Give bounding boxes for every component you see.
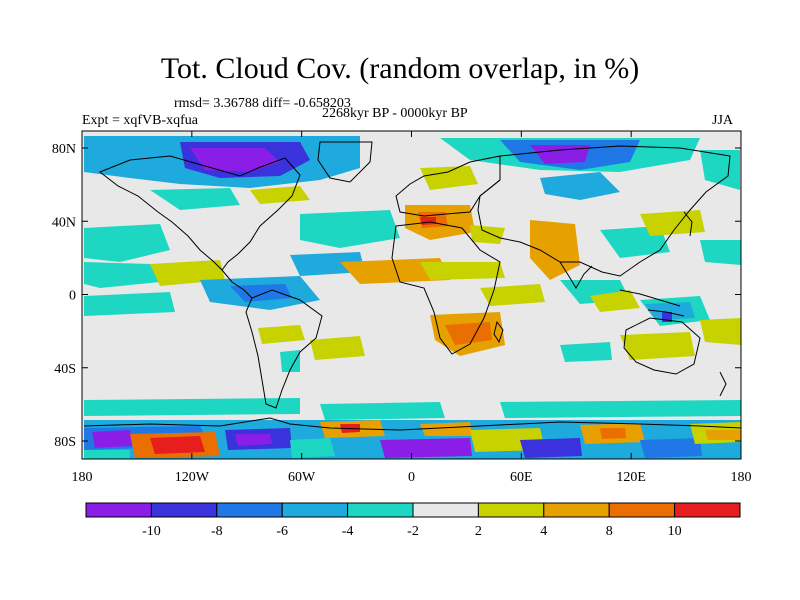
lat-label: 40N	[52, 215, 76, 230]
lat-label: 80S	[54, 435, 76, 450]
lon-label: 60E	[510, 470, 533, 485]
lon-label: 0	[408, 470, 415, 485]
lon-label: 120E	[616, 470, 646, 485]
colorbar-box	[412, 502, 479, 518]
colorbar-label: 8	[606, 524, 613, 539]
longitude-labels: 180 120W 60W 0 60E 120E 180	[72, 470, 752, 485]
colorbar-box	[543, 502, 610, 518]
coastline-antarctica	[83, 417, 741, 431]
lon-label: 60W	[288, 470, 316, 485]
colorbar-box	[674, 502, 741, 518]
coastline-africa	[391, 221, 501, 355]
coastline-madagascar	[493, 320, 504, 344]
coastline-indonesia	[619, 289, 681, 307]
colorbar-label: -2	[407, 524, 419, 539]
colorbar-label: 4	[540, 524, 547, 539]
colorbar-label: 2	[475, 524, 482, 539]
colorbar-box	[281, 502, 349, 518]
coastline-north-america	[99, 155, 301, 271]
latitude-labels: 80N 40N 0 40S 80S	[52, 142, 76, 450]
coastline-india	[559, 261, 593, 289]
colorbar	[85, 502, 741, 518]
axis-ticks	[81, 131, 742, 459]
colorbar-label: 10	[668, 524, 682, 539]
colorbar-box	[150, 502, 218, 518]
lon-label: 120W	[175, 470, 210, 485]
colorbar-box	[85, 502, 152, 518]
colorbar-label: -8	[211, 524, 223, 539]
anomaly-field	[84, 136, 741, 459]
colorbar-box	[216, 502, 283, 518]
coastline-asia	[477, 145, 731, 277]
rmsd-diff-stats: rmsd= 3.36788 diff= -0.658203	[174, 96, 351, 111]
map-title: Tot. Cloud Cov. (random overlap, in %)	[160, 52, 640, 85]
coastline-south-america	[245, 289, 323, 409]
colorbar-box	[347, 502, 414, 518]
coastlines	[83, 141, 741, 431]
colorbar-label: -6	[276, 524, 288, 539]
lon-label: 180	[731, 470, 752, 485]
coastline-central-america	[221, 269, 253, 299]
coastline-greenland	[317, 141, 373, 183]
experiment-label: Expt = xqfVB-xqfua	[82, 113, 198, 128]
time-period-label: 2268kyr BP - 0000kyr BP	[322, 106, 468, 121]
coastline-islands	[647, 309, 685, 317]
colorbar-box	[608, 502, 676, 518]
lat-label: 80N	[52, 142, 76, 157]
coastline-new-zealand	[719, 371, 727, 397]
lat-label: 40S	[54, 362, 76, 377]
lon-label: 180	[72, 470, 93, 485]
colorbar-label: -10	[142, 524, 161, 539]
lat-label: 0	[69, 289, 76, 304]
colorbar-labels: -10 -8 -6 -4 -2 2 4 8 10	[142, 524, 682, 539]
season-label: JJA	[712, 113, 734, 128]
coastline-australia	[623, 317, 701, 375]
colorbar-label: -4	[342, 524, 354, 539]
colorbar-box	[477, 502, 545, 518]
coastline-japan	[683, 211, 693, 237]
